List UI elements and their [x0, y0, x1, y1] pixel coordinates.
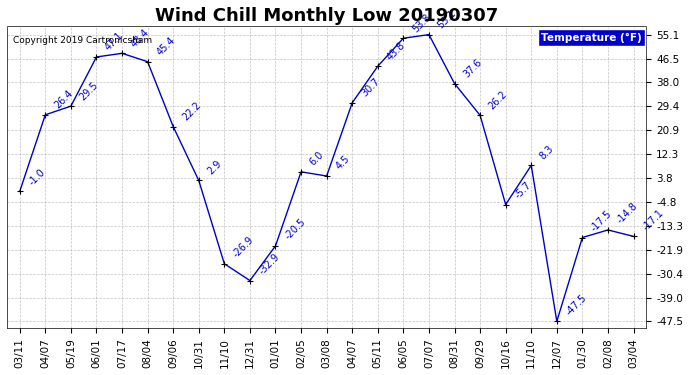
Text: -20.5: -20.5	[282, 217, 307, 242]
Text: -5.7: -5.7	[513, 180, 533, 200]
Point	[219, 261, 230, 267]
Text: Temperature (°F): Temperature (°F)	[541, 33, 642, 43]
Point	[551, 318, 562, 324]
Point	[398, 35, 409, 41]
Point	[321, 173, 332, 179]
Title: Wind Chill Monthly Low 20190307: Wind Chill Monthly Low 20190307	[155, 7, 498, 25]
Point	[577, 234, 588, 240]
Text: 6.0: 6.0	[308, 150, 326, 168]
Text: 45.4: 45.4	[155, 35, 177, 57]
Text: 43.8: 43.8	[385, 40, 407, 62]
Text: -26.9: -26.9	[231, 235, 256, 260]
Point	[117, 50, 128, 56]
Text: -1.0: -1.0	[27, 167, 47, 187]
Text: 26.4: 26.4	[52, 88, 75, 111]
Point	[602, 227, 613, 233]
Text: 8.3: 8.3	[538, 143, 556, 161]
Point	[526, 162, 537, 168]
Point	[244, 278, 255, 284]
Point	[500, 201, 511, 207]
Text: -32.9: -32.9	[257, 252, 282, 276]
Point	[628, 233, 639, 239]
Text: 26.2: 26.2	[487, 89, 509, 111]
Point	[168, 123, 179, 129]
Text: -17.1: -17.1	[640, 207, 665, 232]
Text: 4.5: 4.5	[333, 154, 351, 172]
Point	[295, 169, 306, 175]
Point	[449, 81, 460, 87]
Point	[40, 112, 51, 118]
Point	[142, 59, 153, 65]
Point	[193, 177, 204, 183]
Text: -47.5: -47.5	[564, 292, 589, 317]
Text: 30.7: 30.7	[359, 76, 382, 99]
Text: 48.4: 48.4	[129, 27, 151, 49]
Point	[14, 188, 26, 194]
Point	[346, 100, 357, 106]
Point	[66, 103, 77, 109]
Text: 37.6: 37.6	[462, 57, 484, 80]
Text: 2.9: 2.9	[206, 158, 224, 176]
Point	[91, 54, 102, 60]
Point	[475, 112, 486, 118]
Text: -17.5: -17.5	[589, 209, 614, 233]
Text: 53.8: 53.8	[411, 12, 433, 34]
Point	[270, 243, 281, 249]
Text: Copyright 2019 Cartronicsham: Copyright 2019 Cartronicsham	[13, 36, 152, 45]
Point	[373, 63, 384, 69]
Text: -14.8: -14.8	[615, 201, 640, 226]
Text: 22.2: 22.2	[180, 100, 203, 122]
Point	[424, 32, 435, 38]
Text: 55.1: 55.1	[436, 8, 458, 30]
Text: 47.1: 47.1	[104, 30, 126, 53]
Text: 29.5: 29.5	[78, 80, 100, 102]
